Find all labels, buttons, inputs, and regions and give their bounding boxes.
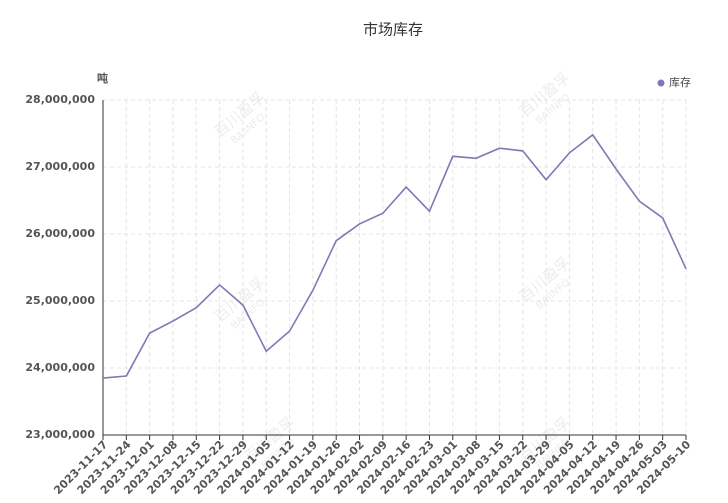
y-tick-label: 23,000,000 [25, 428, 95, 441]
series-line [102, 133, 687, 379]
chart-title: 市场库存 [363, 21, 423, 39]
y-tick-label: 25,000,000 [25, 294, 95, 307]
legend-label: 库存 [669, 75, 691, 89]
y-tick-label: 24,000,000 [25, 361, 95, 374]
legend-marker [657, 79, 665, 87]
y-tick-label: 28,000,000 [25, 93, 95, 106]
y-axis-unit: 吨 [97, 71, 108, 85]
y-tick-label: 26,000,000 [25, 227, 95, 240]
y-tick-label: 27,000,000 [25, 160, 95, 173]
